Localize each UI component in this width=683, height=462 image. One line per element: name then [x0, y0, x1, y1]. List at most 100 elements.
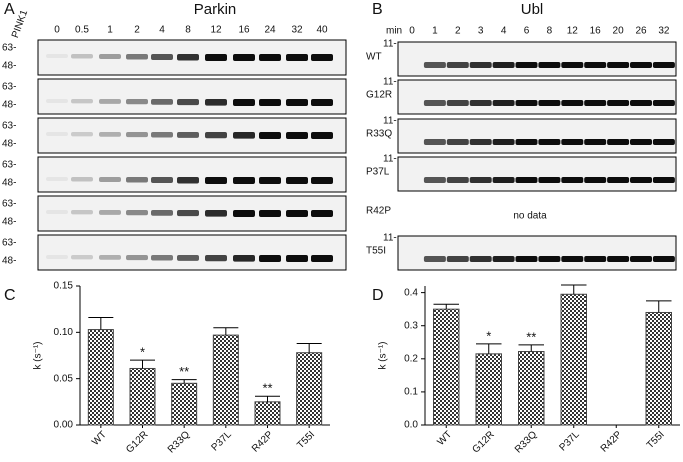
band [630, 256, 652, 262]
band [126, 54, 148, 60]
blot-strip [397, 118, 677, 154]
band [561, 100, 584, 106]
lane-label: 2 [134, 25, 140, 36]
band [151, 177, 173, 183]
blot-strip [37, 78, 347, 115]
y-axis-label: k (s⁻¹) [378, 341, 389, 369]
y-tick-label: 0.3 [404, 320, 418, 331]
band [607, 62, 630, 68]
marker-label: 11- [383, 116, 397, 127]
lane-label: 1 [432, 26, 438, 37]
band [423, 62, 446, 68]
band [446, 100, 469, 106]
band [259, 132, 281, 139]
band [46, 177, 68, 181]
bar [212, 334, 239, 426]
panel-label: C [4, 287, 16, 304]
band [205, 99, 227, 106]
band [607, 177, 630, 183]
band [311, 177, 333, 184]
band [515, 100, 538, 106]
bar [433, 308, 460, 426]
band [423, 177, 446, 183]
lane-label: 26 [635, 26, 647, 37]
band [423, 256, 446, 262]
band [177, 54, 199, 61]
lane-label: 1 [107, 25, 113, 36]
band [259, 177, 281, 184]
lane-label: 8 [547, 26, 553, 37]
band [446, 139, 469, 145]
band [492, 62, 515, 68]
lane-label: 20 [613, 26, 625, 37]
significance: ** [262, 381, 272, 396]
band [584, 100, 607, 106]
band [151, 210, 173, 216]
marker-label: 63- [2, 199, 16, 210]
marker-label: 63- [2, 43, 16, 54]
band [126, 255, 148, 261]
x-tick-label: T55I [295, 429, 317, 451]
band [71, 54, 93, 59]
bar [518, 351, 545, 426]
band [515, 62, 538, 68]
bar [87, 329, 114, 426]
x-tick-label: R42P [599, 429, 625, 455]
y-tick-label: 0.15 [54, 281, 74, 292]
significance: * [486, 328, 491, 343]
lane-label: 0 [409, 26, 415, 37]
row-label: G12R [366, 90, 392, 101]
band [630, 100, 652, 106]
band [177, 210, 199, 217]
x-tick-label: T55I [645, 429, 667, 451]
band [177, 177, 199, 184]
y-tick-label: 0.10 [54, 327, 74, 338]
band [46, 132, 68, 136]
lane-label: 32 [291, 25, 303, 36]
band [538, 139, 561, 145]
band [561, 256, 584, 262]
row-label: R42P [366, 206, 391, 217]
lane-label: 6 [524, 26, 530, 37]
band [492, 177, 515, 183]
x-tick-label: P37L [210, 429, 235, 454]
band [492, 100, 515, 106]
band [71, 132, 93, 137]
y-tick-label: 0.1 [404, 387, 418, 398]
row-label: WT [366, 52, 382, 63]
marker-label: 11- [383, 154, 397, 165]
blot-strip [397, 41, 677, 77]
band [607, 100, 630, 106]
y-tick-label: 0.05 [54, 373, 74, 384]
lane-label: 3 [478, 26, 484, 37]
band [469, 177, 492, 183]
row-label: P37L [366, 167, 390, 178]
bar [129, 367, 156, 426]
marker-label: 63- [2, 160, 16, 171]
band [584, 139, 607, 145]
y-tick-label: 0.0 [404, 420, 418, 431]
band [492, 256, 515, 262]
band [515, 177, 538, 183]
bar [296, 352, 323, 426]
x-tick-label: R33Q [166, 429, 192, 455]
band [538, 256, 561, 262]
band [46, 99, 68, 103]
band [652, 62, 675, 68]
band [652, 177, 675, 183]
x-tick-label: R33Q [513, 429, 539, 455]
band [286, 177, 308, 184]
y-axis-label: k (s⁻¹) [33, 341, 44, 369]
marker-label: 11- [383, 77, 397, 88]
band [71, 99, 93, 104]
band [151, 99, 173, 105]
lane-label: 4 [159, 25, 165, 36]
band [233, 132, 255, 139]
no-data: no data [513, 211, 547, 222]
lane-label: 40 [316, 25, 328, 36]
band [584, 256, 607, 262]
band [538, 62, 561, 68]
significance: ** [179, 364, 189, 379]
panel-title: Ubl [521, 1, 544, 18]
